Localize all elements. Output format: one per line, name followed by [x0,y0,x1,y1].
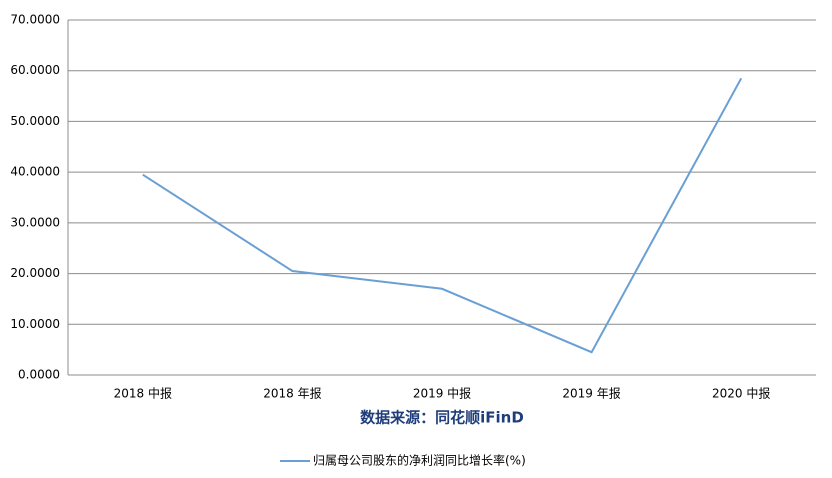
y-tick-label: 0.0000 [18,368,60,382]
legend-label: 归属母公司股东的净利润同比增长率(%) [313,453,526,468]
x-tick-label: 2019 年报 [562,386,620,401]
y-tick-label: 50.0000 [10,114,60,128]
y-tick-label: 60.0000 [10,63,60,77]
y-tick-label: 40.0000 [10,165,60,179]
x-tick-label: 2018 年报 [263,386,321,401]
y-tick-label: 20.0000 [10,266,60,280]
line-series [142,77,743,354]
x-tick-label: 2019 中报 [413,386,471,401]
x-tick-label: 2020 中报 [712,386,770,401]
y-tick-label: 70.0000 [10,13,60,27]
x-tick-label: 2018 中报 [114,386,172,401]
y-tick-label: 10.0000 [10,317,60,331]
x-axis-label: 数据来源：同花顺iFinD [360,409,524,427]
y-tick-label: 30.0000 [10,215,60,229]
